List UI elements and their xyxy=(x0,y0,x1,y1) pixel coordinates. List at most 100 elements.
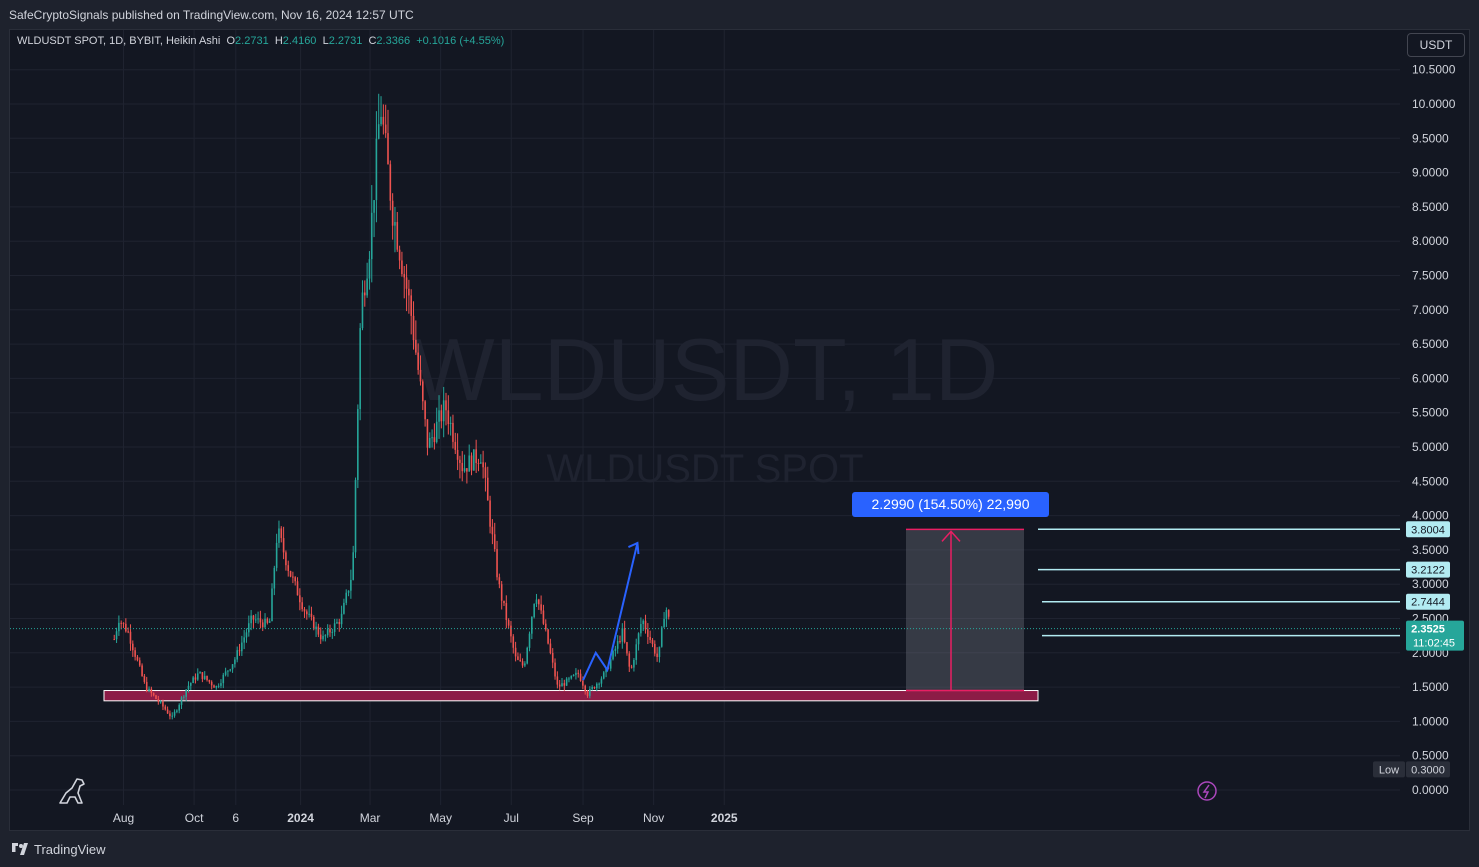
candle-up xyxy=(250,615,252,624)
candle-down xyxy=(542,610,545,624)
y-axis-tick-label: 6.5000 xyxy=(1412,337,1449,351)
candle-down xyxy=(389,164,392,201)
candle-up xyxy=(438,410,440,422)
candle-down xyxy=(364,292,366,296)
candle-up xyxy=(315,626,317,630)
currency-unit-button[interactable]: USDT xyxy=(1407,33,1465,57)
candle-up xyxy=(357,409,359,480)
candle-up xyxy=(665,610,668,619)
candle-down xyxy=(391,200,394,226)
y-axis-tick-label: 1.5000 xyxy=(1412,680,1449,694)
candle-up xyxy=(220,683,222,686)
candle-down xyxy=(292,576,294,578)
y-axis-tick-label: 5.5000 xyxy=(1412,406,1449,420)
candle-down xyxy=(152,693,155,696)
y-axis-tick-label: 10.5000 xyxy=(1412,63,1456,77)
candle-up xyxy=(336,622,338,624)
candle-up xyxy=(642,620,644,625)
candle-down xyxy=(266,618,269,623)
candle-up xyxy=(572,674,575,676)
candle-down xyxy=(422,381,424,402)
candle-down xyxy=(656,653,658,657)
candle-down xyxy=(282,538,285,553)
x-axis-tick-label: Mar xyxy=(360,811,381,825)
candle-down xyxy=(127,631,129,633)
candle-down xyxy=(647,629,649,637)
x-axis-tick-label: 2024 xyxy=(287,811,314,825)
candle-down xyxy=(155,695,157,700)
candle-down xyxy=(132,643,134,651)
candle-down xyxy=(201,672,204,680)
candle-up xyxy=(234,659,236,665)
candle-down xyxy=(134,650,136,657)
candle-down xyxy=(141,665,143,676)
candle-down xyxy=(419,369,422,382)
level-tag-3-2122-bg xyxy=(1406,561,1450,578)
candle-up xyxy=(345,592,348,603)
candle-down xyxy=(654,643,656,654)
candle-up xyxy=(435,421,438,443)
candle-up xyxy=(333,623,336,632)
candle-down xyxy=(122,622,125,624)
candle-up xyxy=(199,672,201,674)
symbol-label: WLDUSDT SPOT, 1D, BYBIT, Heikin Ashi xyxy=(17,35,221,47)
candle-up xyxy=(222,674,225,684)
candle-down xyxy=(280,528,283,539)
y-axis-tick-label: 10.0000 xyxy=(1412,97,1456,111)
candle-up xyxy=(203,675,206,680)
current-price-tag: 2.3525 xyxy=(1411,624,1445,636)
candle-down xyxy=(554,662,556,677)
candle-down xyxy=(517,656,519,660)
candle-up xyxy=(180,697,183,705)
low-marker-label: Low xyxy=(1379,764,1399,776)
candle-up xyxy=(637,633,640,645)
candle-up xyxy=(347,590,350,593)
y-axis-tick-label: 0.5000 xyxy=(1412,749,1449,763)
candle-down xyxy=(563,683,566,686)
candle-down xyxy=(577,672,580,674)
y-axis-tick-label: 6.0000 xyxy=(1412,371,1449,385)
candle-down xyxy=(547,629,549,644)
candle-up xyxy=(187,685,190,690)
candle-up xyxy=(241,642,243,652)
measure-label[interactable]: 2.2990 (154.50%) 22,990 xyxy=(852,492,1049,517)
tradingview-brand: TradingView xyxy=(34,842,106,857)
candle-down xyxy=(208,679,211,682)
level-tag-3-2122: 3.2122 xyxy=(1411,565,1445,577)
candle-up xyxy=(570,675,573,679)
candle-down xyxy=(586,691,589,696)
y-axis-tick-label: 4.5000 xyxy=(1412,474,1449,488)
candle-up xyxy=(533,603,535,618)
candle-up xyxy=(598,683,600,685)
candle-down xyxy=(630,666,633,668)
candle-down xyxy=(538,599,540,605)
candle-down xyxy=(405,277,408,289)
candle-up xyxy=(612,650,614,660)
close-value: 2.3366 xyxy=(376,35,411,47)
open-label: O xyxy=(226,35,236,47)
candle-down xyxy=(338,622,341,625)
candle-down xyxy=(551,652,554,663)
y-axis-tick-label: 3.0000 xyxy=(1412,577,1449,591)
candle-down xyxy=(584,685,586,692)
candle-down xyxy=(549,643,552,653)
candle-down xyxy=(505,603,508,620)
low-marker-label-bg xyxy=(1373,761,1405,778)
candle-up xyxy=(535,599,538,604)
candle-up xyxy=(350,579,352,591)
candle-down xyxy=(651,639,654,644)
candle-down xyxy=(319,634,322,640)
candle-down xyxy=(540,604,542,611)
candle-down xyxy=(477,463,480,465)
ohlc-legend: WLDUSDT SPOT, 1D, BYBIT, Heikin Ashi O 2.… xyxy=(17,35,504,47)
candle-up xyxy=(428,437,431,448)
candle-down xyxy=(491,526,494,535)
candle-up xyxy=(264,618,266,628)
candle-down xyxy=(486,477,489,501)
candle-down xyxy=(593,687,596,689)
candle-down xyxy=(440,410,443,422)
candle-up xyxy=(596,683,598,689)
candle-down xyxy=(456,449,459,460)
candle-up xyxy=(431,437,433,439)
